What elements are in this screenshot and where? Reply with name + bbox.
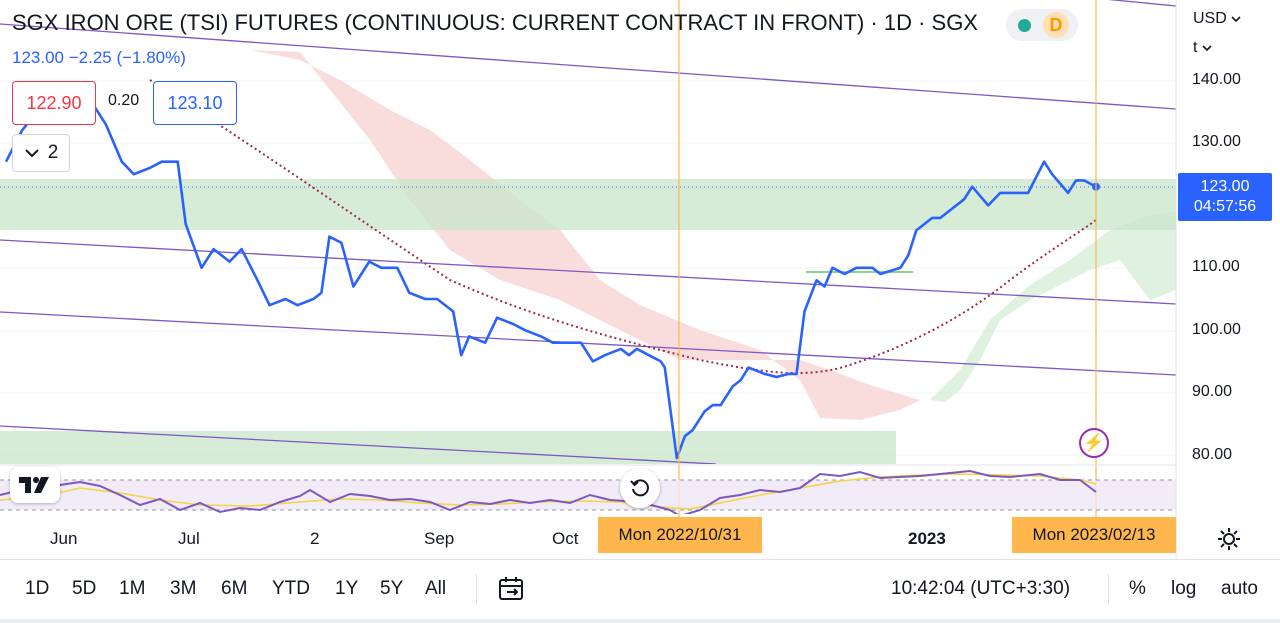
time-tick: Sep bbox=[424, 529, 455, 548]
tradingview-logo-icon bbox=[19, 477, 49, 493]
bar-countdown: 04:57:56 bbox=[1193, 198, 1257, 215]
last-price-value: 123.00 bbox=[1200, 178, 1250, 195]
timeframe-3m-button[interactable]: 3M bbox=[170, 578, 197, 599]
unit-selector[interactable]: t bbox=[1193, 39, 1212, 57]
spread-value: 0.20 bbox=[108, 92, 140, 109]
last-price-label: 123.00 04:57:56 bbox=[1178, 173, 1272, 221]
ichimoku-cloud-bullish bbox=[930, 212, 1176, 402]
toolbar-divider bbox=[476, 574, 477, 604]
price-tick: 80.00 bbox=[1192, 446, 1233, 463]
price-line bbox=[4, 85, 1097, 460]
currency-selector[interactable]: USD bbox=[1193, 10, 1241, 28]
tradingview-logo[interactable] bbox=[10, 467, 60, 503]
toolbar-divider bbox=[1108, 574, 1109, 604]
auto-scale-button[interactable]: auto bbox=[1221, 578, 1258, 599]
price-tick: 130.00 bbox=[1192, 133, 1241, 150]
time-tick: Jun bbox=[50, 529, 78, 548]
price-tick: 100.00 bbox=[1192, 321, 1241, 338]
demand-zone bbox=[0, 431, 896, 464]
window-bottom-edge bbox=[0, 619, 1280, 623]
rsi-pane bbox=[0, 464, 1176, 514]
crosshair-date-label: Mon 2023/02/13 bbox=[1012, 517, 1176, 553]
chart-settings-button[interactable] bbox=[1215, 525, 1243, 553]
chevron-down-icon bbox=[1231, 16, 1241, 23]
indicator-count: 2 bbox=[47, 142, 59, 163]
ichimoku-cloud-bearish bbox=[250, 50, 920, 420]
market-open-dot-icon bbox=[1018, 18, 1031, 32]
time-tick: 2 bbox=[310, 529, 320, 548]
price-change: 123.00 −2.25 (−1.80%) bbox=[12, 48, 186, 67]
timeframe-5y-button[interactable]: 5Y bbox=[380, 578, 404, 599]
chevron-down-icon bbox=[24, 149, 39, 158]
channel-line-upper-2 bbox=[1107, 0, 1176, 7]
price-tick: 140.00 bbox=[1192, 71, 1241, 88]
timeframe-5d-button[interactable]: 5D bbox=[72, 578, 97, 599]
price-tick: 90.00 bbox=[1192, 383, 1233, 400]
timeframe-all-button[interactable]: All bbox=[425, 578, 447, 599]
moving-average-line bbox=[149, 79, 1097, 375]
channel-line-lower bbox=[0, 311, 1176, 376]
date-range-button[interactable] bbox=[498, 576, 526, 607]
buy-button[interactable]: 123.10 bbox=[153, 81, 237, 125]
crosshair-date-label: Mon 2022/10/31 bbox=[598, 517, 762, 553]
lightning-icon[interactable]: ⚡ bbox=[1079, 428, 1109, 458]
channel-line-top bbox=[0, 23, 1176, 110]
sell-button[interactable]: 122.90 bbox=[12, 81, 96, 125]
time-tick: Oct bbox=[552, 529, 579, 548]
legend-toggle-button[interactable]: 2 bbox=[12, 134, 70, 172]
gear-icon bbox=[1218, 528, 1240, 550]
market-status[interactable]: D bbox=[1006, 9, 1078, 41]
timeframe-1d-button[interactable]: 1D bbox=[25, 578, 50, 599]
delayed-data-badge: D bbox=[1043, 12, 1069, 38]
chevron-down-icon bbox=[1202, 45, 1212, 52]
percent-scale-button[interactable]: % bbox=[1129, 578, 1146, 599]
reset-chart-button[interactable] bbox=[620, 468, 660, 508]
time-tick-year: 2023 bbox=[908, 529, 946, 548]
timeframe-1y-button[interactable]: 1Y bbox=[335, 578, 359, 599]
reset-icon bbox=[630, 479, 649, 497]
bottom-toolbar: 1D 5D 1M 3M 6M YTD 1Y 5Y All 10:42:04 (U… bbox=[0, 559, 1280, 620]
price-tick: 110.00 bbox=[1192, 258, 1240, 275]
rsi-line bbox=[0, 469, 1097, 514]
log-scale-button[interactable]: log bbox=[1171, 578, 1197, 599]
timeframe-6m-button[interactable]: 6M bbox=[221, 578, 248, 599]
calendar-goto-icon bbox=[499, 577, 523, 600]
time-tick: Jul bbox=[178, 529, 200, 548]
timeframe-ytd-button[interactable]: YTD bbox=[272, 578, 310, 599]
channel-line-bottom bbox=[0, 425, 717, 464]
clock-timezone[interactable]: 10:42:04 (UTC+3:30) bbox=[891, 578, 1071, 599]
symbol-title[interactable]: SGX IRON ORE (TSI) FUTURES (CONTINUOUS: … bbox=[12, 10, 978, 35]
timeframe-1m-button[interactable]: 1M bbox=[119, 578, 146, 599]
